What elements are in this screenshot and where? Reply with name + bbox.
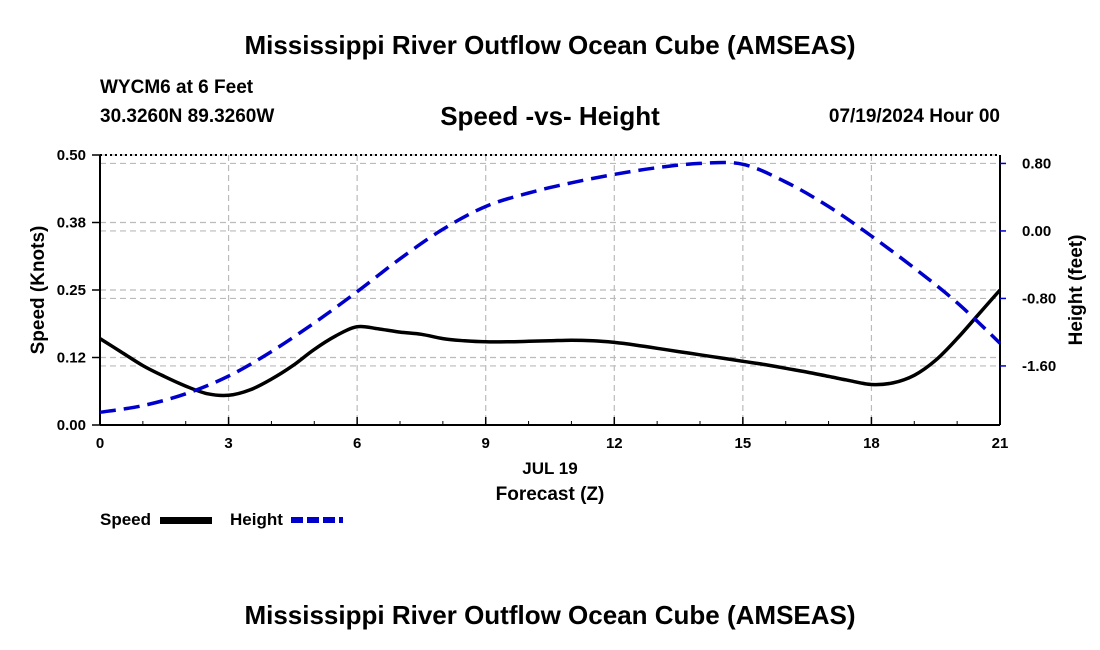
footer-title: Mississippi River Outflow Ocean Cube (AM… (244, 600, 856, 630)
legend-height-swatch (291, 517, 343, 523)
station-label: WYCM6 at 6 Feet (100, 77, 254, 98)
y-right-tick-label: -0.80 (1022, 290, 1056, 307)
y-left-tick-label: 0.38 (57, 215, 86, 232)
chart-title: Speed -vs- Height (440, 101, 660, 131)
y-right-tick-label: -1.60 (1022, 358, 1056, 375)
x-tick-label: 21 (992, 435, 1009, 452)
x-tick-label: 3 (224, 435, 232, 452)
series (99, 160, 1002, 415)
date-label: 07/19/2024 Hour 00 (828, 106, 1000, 127)
series-line-speed (99, 288, 1002, 398)
y-left-axis-title: Speed (Knots) (28, 226, 49, 355)
x-tick-label: 18 (863, 435, 880, 452)
x-date-label: JUL 19 (522, 459, 577, 478)
x-tick-label: 12 (606, 435, 623, 452)
x-axis-title: Forecast (Z) (496, 484, 605, 505)
axes: 0 3 6 9 12 15 18 21 0.00 0.12 0.25 0.38 0.50 -1.60 -0.… (57, 147, 1056, 452)
y-right-axis-title: Height (feet) (1066, 235, 1087, 346)
y-left-tick-label: 0.25 (57, 282, 86, 299)
y-left-tick-label: 0.50 (57, 147, 86, 164)
legend-height-label: Height (230, 510, 283, 529)
coordinates-label: 30.3260N 89.3260W (100, 106, 275, 127)
x-tick-label: 6 (353, 435, 361, 452)
y-left-tick-label: 0.00 (57, 417, 86, 434)
legend-speed-swatch (160, 517, 212, 524)
axis-labels: JUL 19 Forecast (Z) Speed (Knots) Height… (28, 226, 1087, 505)
x-tick-label: 9 (482, 435, 490, 452)
y-right-tick-label: 0.80 (1022, 155, 1051, 172)
series-line-height (99, 160, 1002, 415)
main-title: Mississippi River Outflow Ocean Cube (AM… (244, 30, 856, 60)
y-left-tick-label: 0.12 (57, 350, 86, 367)
y-right-tick-label: 0.00 (1022, 223, 1051, 240)
legend-speed-label: Speed (100, 510, 152, 529)
x-tick-label: 0 (96, 435, 104, 452)
x-tick-label: 15 (735, 435, 752, 452)
